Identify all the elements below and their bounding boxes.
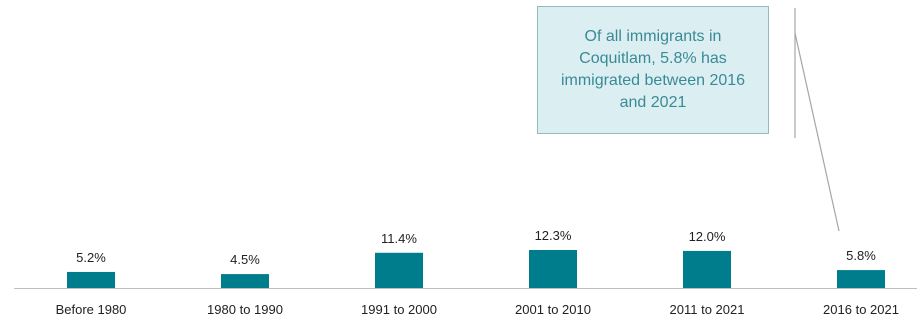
bar xyxy=(529,250,577,288)
data-label: 4.5% xyxy=(230,252,260,267)
data-label: 11.4% xyxy=(381,231,417,246)
x-tick-label: 2011 to 2021 xyxy=(670,302,745,317)
x-tick-label: Before 1980 xyxy=(56,302,127,317)
bar xyxy=(67,271,115,288)
data-label: 12.0% xyxy=(689,229,726,244)
bar xyxy=(683,250,731,288)
value-labels-group: 5.2% 4.5% 11.4% 12.3% 12.0% 5.8% xyxy=(76,228,876,267)
x-tick-label: 2001 to 2010 xyxy=(515,302,591,317)
x-tick-label: 1980 to 1990 xyxy=(207,302,283,317)
annotation-callout: Of all immigrants in Coquitlam, 5.8% has… xyxy=(537,6,769,134)
annotation-text: Of all immigrants in Coquitlam, 5.8% has… xyxy=(560,28,746,111)
data-label: 5.8% xyxy=(846,248,876,263)
x-tick-label: 1991 to 2000 xyxy=(361,302,437,317)
x-tick-labels-group: Before 1980 1980 to 1990 1991 to 2000 2001 … xyxy=(56,302,899,317)
callout-leader-line xyxy=(794,32,840,232)
data-label: 12.3% xyxy=(535,228,572,243)
x-tick-label: 2016 to 2021 xyxy=(823,302,899,317)
bar xyxy=(375,252,423,288)
data-label: 5.2% xyxy=(76,250,106,265)
bars-group xyxy=(67,250,885,288)
bar xyxy=(837,270,885,288)
bar xyxy=(221,274,269,288)
